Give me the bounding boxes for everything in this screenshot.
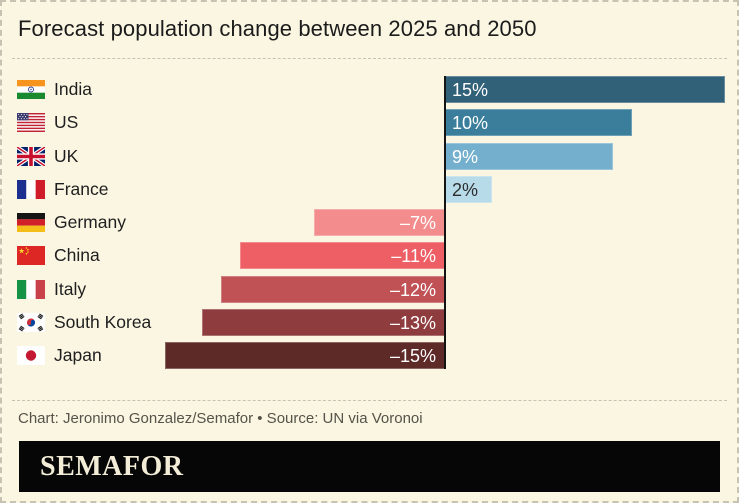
country-label: US: [54, 112, 79, 132]
value-label: 2%: [452, 179, 479, 200]
country-cell: US: [17, 109, 78, 136]
country-cell: France: [17, 176, 108, 203]
country-cell: Italy: [17, 276, 86, 303]
flag-uk-icon: [17, 147, 45, 166]
country-cell: Japan: [17, 342, 102, 369]
attribution-text: Chart: Jeronimo Gonzalez/Semafor • Sourc…: [18, 410, 423, 427]
country-label: Germany: [54, 212, 126, 232]
chart-row-south-korea: South Korea –13%: [17, 309, 727, 336]
chart-row-japan: Japan –15%: [17, 342, 727, 369]
country-label: China: [54, 245, 100, 265]
country-label: Italy: [54, 279, 87, 299]
flag-germany-icon: [17, 213, 45, 232]
bar-germany: –7%: [314, 209, 445, 236]
chart-row-india: India 15%: [17, 76, 727, 103]
country-cell: South Korea: [17, 309, 151, 336]
bar-uk: 9%: [445, 143, 613, 170]
value-label: –7%: [399, 212, 436, 233]
country-cell: Germany: [17, 209, 126, 236]
bar-france: 2%: [445, 176, 492, 203]
bar-us: 10%: [445, 109, 632, 136]
logo-banner: SEMAFOR: [19, 441, 720, 492]
zero-axis-line: [444, 76, 446, 369]
semafor-logo: SEMAFOR: [40, 450, 184, 482]
value-label: 10%: [452, 112, 489, 133]
country-label: India: [54, 79, 92, 99]
bar-india: 15%: [445, 76, 725, 103]
country-cell: China: [17, 242, 100, 269]
country-label: France: [54, 179, 109, 199]
value-label: –13%: [389, 312, 436, 333]
value-label: –12%: [389, 279, 436, 300]
flag-south-korea-icon: [17, 313, 45, 332]
chart-row-uk: UK 9%: [17, 143, 727, 170]
footer-divider: [12, 400, 727, 401]
country-label: UK: [54, 146, 79, 166]
value-label: 15%: [452, 79, 489, 100]
country-label: South Korea: [54, 312, 152, 332]
value-label: –11%: [391, 245, 436, 266]
chart-row-germany: Germany –7%: [17, 209, 727, 236]
bar-japan: –15%: [165, 342, 445, 369]
chart-row-italy: Italy –12%: [17, 276, 727, 303]
country-cell: UK: [17, 143, 78, 170]
chart-row-france: France 2%: [17, 176, 727, 203]
bar-italy: –12%: [221, 276, 445, 303]
bar-chart: India 15% US 10% UK 9% France 2% Germany –7% China…: [17, 76, 727, 370]
chart-row-china: China –11%: [17, 242, 727, 269]
flag-japan-icon: [17, 346, 45, 365]
flag-china-icon: [17, 246, 45, 265]
flag-india-icon: [17, 80, 45, 99]
flag-france-icon: [17, 180, 45, 199]
bar-china: –11%: [240, 242, 445, 269]
flag-us-icon: [17, 113, 45, 132]
country-cell: India: [17, 76, 92, 103]
value-label: –15%: [389, 345, 436, 366]
chart-row-us: US 10%: [17, 109, 727, 136]
page-title: Forecast population change between 2025 …: [18, 16, 537, 41]
value-label: 9%: [452, 146, 479, 167]
bar-south-korea: –13%: [202, 309, 445, 336]
flag-italy-icon: [17, 280, 45, 299]
country-label: Japan: [54, 345, 102, 365]
title-divider: [12, 58, 727, 59]
